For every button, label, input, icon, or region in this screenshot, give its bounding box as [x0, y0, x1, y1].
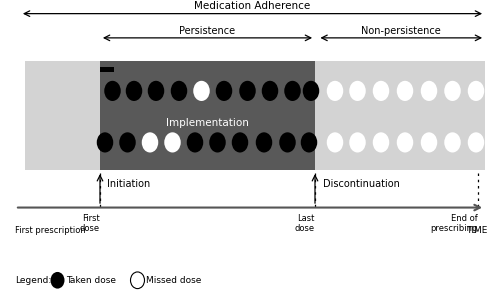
- Ellipse shape: [187, 132, 203, 152]
- Text: Missed dose: Missed dose: [146, 276, 202, 285]
- Ellipse shape: [216, 81, 232, 101]
- Text: TIME: TIME: [466, 226, 487, 235]
- Text: Non-persistence: Non-persistence: [362, 26, 441, 36]
- Ellipse shape: [301, 132, 318, 152]
- Ellipse shape: [349, 81, 366, 101]
- Bar: [100, 67, 114, 72]
- Ellipse shape: [126, 81, 142, 101]
- Ellipse shape: [279, 132, 296, 152]
- Ellipse shape: [232, 132, 248, 152]
- Ellipse shape: [327, 81, 343, 101]
- Ellipse shape: [104, 81, 121, 101]
- Text: Legend:: Legend:: [15, 276, 52, 285]
- Ellipse shape: [193, 81, 210, 101]
- Bar: [25, 61, 485, 170]
- Ellipse shape: [130, 272, 144, 288]
- Text: End of
prescribing: End of prescribing: [430, 214, 478, 233]
- Ellipse shape: [397, 132, 413, 152]
- Ellipse shape: [142, 132, 158, 152]
- Ellipse shape: [373, 81, 389, 101]
- Text: Medication Adherence: Medication Adherence: [194, 1, 310, 11]
- Ellipse shape: [397, 81, 413, 101]
- Ellipse shape: [262, 81, 278, 101]
- Ellipse shape: [444, 132, 461, 152]
- Text: Initiation: Initiation: [108, 179, 151, 189]
- Ellipse shape: [120, 132, 136, 152]
- Ellipse shape: [148, 81, 164, 101]
- Ellipse shape: [373, 132, 389, 152]
- Ellipse shape: [468, 132, 484, 152]
- Ellipse shape: [171, 81, 187, 101]
- Text: Taken dose: Taken dose: [66, 276, 116, 285]
- Ellipse shape: [327, 132, 343, 152]
- Ellipse shape: [303, 81, 320, 101]
- Ellipse shape: [349, 132, 366, 152]
- Bar: [100, 61, 315, 170]
- Ellipse shape: [256, 132, 272, 152]
- Ellipse shape: [240, 81, 256, 101]
- Ellipse shape: [444, 81, 461, 101]
- Ellipse shape: [97, 132, 113, 152]
- Ellipse shape: [468, 81, 484, 101]
- Text: First prescription: First prescription: [15, 226, 86, 235]
- Ellipse shape: [421, 81, 437, 101]
- Ellipse shape: [164, 132, 181, 152]
- Text: Discontinuation: Discontinuation: [322, 179, 400, 189]
- Text: Persistence: Persistence: [180, 26, 236, 36]
- Ellipse shape: [209, 132, 226, 152]
- Ellipse shape: [421, 132, 437, 152]
- Ellipse shape: [50, 272, 64, 288]
- Text: First
dose: First dose: [80, 214, 100, 233]
- Text: Last
dose: Last dose: [295, 214, 315, 233]
- Ellipse shape: [284, 81, 301, 101]
- Text: Implementation: Implementation: [166, 118, 249, 128]
